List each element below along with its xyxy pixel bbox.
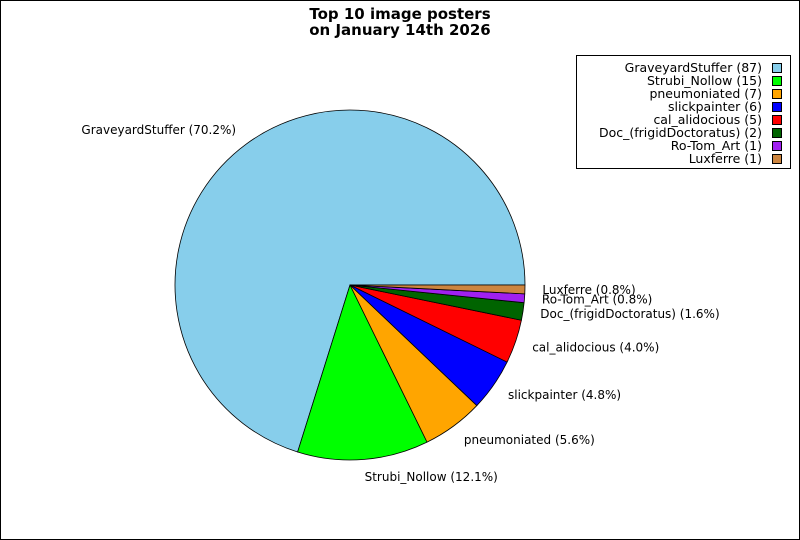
pie-label-doc-frigiddoctoratus: Doc_(frigidDoctoratus) (1.6%) bbox=[540, 307, 719, 321]
legend-swatch bbox=[772, 88, 782, 99]
pie-label-ro-tom-art: Ro-Tom_Art (0.8%) bbox=[542, 293, 652, 307]
legend-swatch bbox=[772, 127, 782, 138]
pie-label-cal-alidocious: cal_alidocious (4.0%) bbox=[532, 340, 659, 354]
legend-swatch bbox=[772, 75, 782, 86]
pie-label-strubi-nollow: Strubi_Nollow (12.1%) bbox=[365, 470, 498, 484]
pie-label-pneumoniated: pneumoniated (5.6%) bbox=[464, 433, 595, 447]
pie-slice-labels: GraveyardStuffer (70.2%) Strubi_Nollow (1… bbox=[81, 123, 719, 484]
legend-swatch bbox=[772, 101, 782, 112]
legend-label: Ro-Tom_Art (1) bbox=[670, 138, 762, 153]
legend-item-slickpainter: slickpainter (6) bbox=[668, 100, 782, 113]
chart-title: Top 10 image posters on January 14th 202… bbox=[0, 6, 800, 38]
pie-label-slickpainter: slickpainter (4.8%) bbox=[508, 388, 621, 402]
legend-label: cal_alidocious (5) bbox=[653, 112, 762, 127]
legend-label: Doc_(frigidDoctoratus) (2) bbox=[598, 125, 762, 140]
legend-item-doc-frigiddoctoratus: Doc_(frigidDoctoratus) (2) bbox=[599, 126, 782, 139]
pie-slice-luxferre bbox=[349, 284, 526, 295]
legend-label: pneumoniated (7) bbox=[649, 86, 762, 101]
legend-label: GraveyardStuffer (87) bbox=[624, 60, 762, 75]
pie-label-luxferre: Luxferre (0.8%) bbox=[542, 283, 635, 297]
legend: GraveyardStuffer (87) Strubi_Nollow (15) p… bbox=[576, 55, 791, 169]
legend-item-pneumoniated: pneumoniated (7) bbox=[649, 87, 782, 100]
legend-item-graveyardstuffer: GraveyardStuffer (87) bbox=[625, 61, 782, 74]
legend-item-strubi-nollow: Strubi_Nollow (15) bbox=[647, 74, 782, 87]
legend-swatch bbox=[772, 114, 782, 125]
legend-label: slickpainter (6) bbox=[668, 99, 762, 114]
legend-item-cal-alidocious: cal_alidocious (5) bbox=[653, 113, 782, 126]
pie-label-graveyardstuffer: GraveyardStuffer (70.2%) bbox=[81, 123, 236, 137]
legend-swatch bbox=[772, 153, 782, 164]
legend-label: Luxferre (1) bbox=[688, 151, 762, 166]
chart-title-line-1: Top 10 image posters bbox=[309, 5, 491, 23]
legend-swatch bbox=[772, 140, 782, 151]
legend-label: Strubi_Nollow (15) bbox=[646, 73, 762, 88]
pie-slices bbox=[174, 109, 526, 461]
pie-slice-graveyardstuffer bbox=[174, 109, 526, 453]
legend-swatch bbox=[772, 62, 782, 73]
pie-slice-strubi-nollow bbox=[297, 284, 428, 461]
chart-title-line-2: on January 14th 2026 bbox=[309, 21, 491, 39]
legend-item-ro-tom-art: Ro-Tom_Art (1) bbox=[671, 139, 782, 152]
legend-item-luxferre: Luxferre (1) bbox=[689, 152, 782, 165]
